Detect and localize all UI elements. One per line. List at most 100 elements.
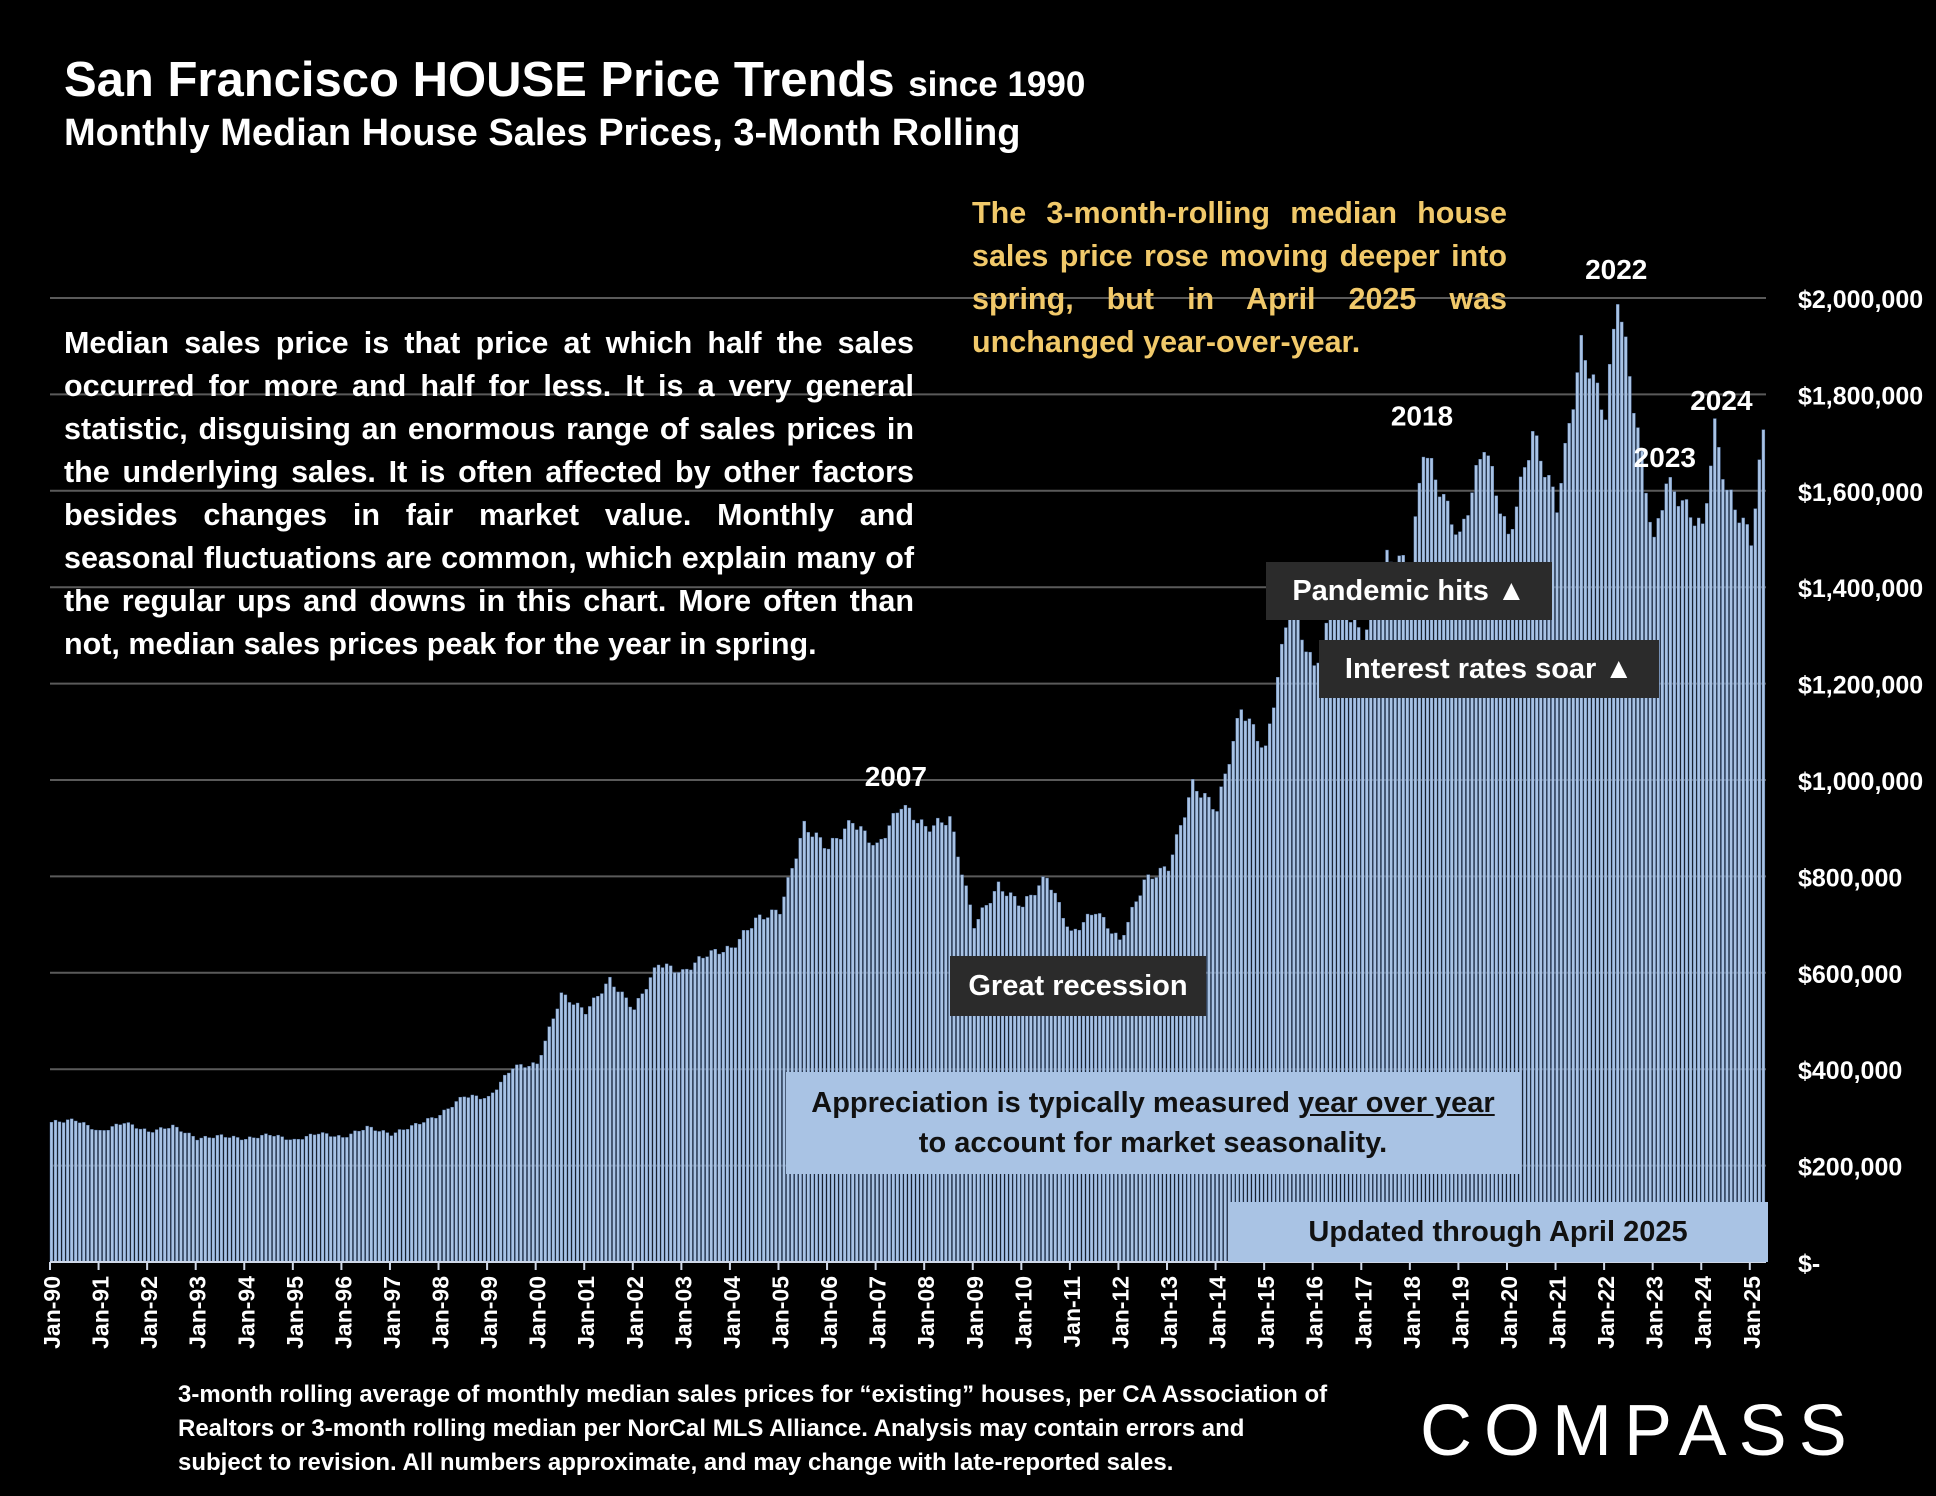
x-tick-label: Jan-11 <box>1059 1276 1085 1348</box>
price-bar <box>1227 764 1231 1263</box>
price-bar <box>353 1130 357 1263</box>
price-bar <box>547 1026 551 1263</box>
price-bar <box>523 1067 527 1263</box>
price-bar <box>826 848 831 1263</box>
price-bar <box>640 993 645 1263</box>
price-bar <box>490 1092 495 1263</box>
annotation-2022: 2022 <box>1585 254 1647 285</box>
price-bar <box>879 838 883 1263</box>
price-bar <box>503 1074 507 1263</box>
price-bar <box>1211 809 1215 1263</box>
price-bar <box>1644 492 1648 1263</box>
price-bar <box>919 819 924 1263</box>
price-bar <box>349 1133 353 1263</box>
price-bar <box>1231 741 1235 1263</box>
price-bar <box>203 1135 207 1263</box>
x-tick-label: Jan-20 <box>1496 1276 1522 1349</box>
price-bar <box>616 991 620 1263</box>
price-bar <box>86 1124 90 1263</box>
price-bar <box>1668 477 1672 1263</box>
price-bar <box>830 837 835 1263</box>
price-bar <box>895 812 899 1263</box>
price-bar <box>1146 874 1150 1263</box>
price-bar <box>369 1126 373 1263</box>
price-bar <box>1267 723 1272 1263</box>
x-tick-label: Jan-19 <box>1447 1276 1473 1349</box>
price-bar <box>494 1089 499 1263</box>
price-bar <box>871 845 875 1263</box>
price-bar <box>940 822 944 1263</box>
price-bar <box>118 1124 122 1263</box>
appreciation-underlined: year over year <box>1298 1087 1495 1119</box>
price-bar <box>1199 797 1203 1263</box>
price-bar <box>499 1081 503 1263</box>
price-bar <box>782 896 786 1263</box>
price-bar <box>333 1136 337 1263</box>
price-bar <box>1207 796 1211 1263</box>
price-bar <box>891 813 895 1263</box>
price-bar <box>709 950 713 1263</box>
y-tick-label: $- <box>1798 1250 1820 1278</box>
price-bar <box>944 825 948 1263</box>
price-bar <box>652 967 657 1263</box>
annotation-2023: 2023 <box>1634 442 1696 473</box>
price-bar <box>693 962 697 1263</box>
price-bar <box>122 1123 126 1263</box>
price-bar <box>669 965 673 1263</box>
price-bar <box>563 994 568 1263</box>
price-bar <box>240 1139 244 1263</box>
price-bar <box>211 1137 215 1263</box>
price-bar <box>1263 745 1268 1263</box>
price-bar <box>296 1139 300 1263</box>
price-bar <box>252 1137 256 1263</box>
price-bar <box>1620 321 1624 1263</box>
price-bar <box>361 1129 365 1263</box>
price-bar <box>1680 500 1685 1263</box>
price-bar <box>1757 459 1762 1263</box>
price-bar <box>478 1098 483 1263</box>
x-tick-label: Jan-06 <box>816 1276 842 1349</box>
y-tick-label: $800,000 <box>1798 864 1902 892</box>
price-bar <box>1676 506 1681 1263</box>
y-tick-label: $1,000,000 <box>1798 768 1923 796</box>
price-bar <box>466 1097 470 1263</box>
price-bar <box>721 952 725 1263</box>
price-bar <box>855 829 859 1263</box>
price-bar <box>729 947 734 1263</box>
price-bar <box>1612 328 1616 1263</box>
price-bar <box>656 964 661 1263</box>
price-bar <box>778 913 782 1263</box>
price-bar <box>345 1137 349 1263</box>
price-bar <box>1684 499 1689 1263</box>
price-bar <box>405 1129 410 1263</box>
title-suffix: since 1990 <box>908 65 1086 104</box>
price-bar <box>1559 483 1563 1263</box>
price-bar <box>1276 677 1280 1263</box>
x-tick-label: Jan-18 <box>1399 1276 1425 1349</box>
price-bar <box>1203 793 1207 1263</box>
price-bar <box>223 1137 228 1263</box>
price-bar <box>276 1134 280 1263</box>
price-bar <box>82 1122 86 1263</box>
x-tick-label: Jan-92 <box>136 1276 162 1349</box>
price-bar <box>604 983 608 1263</box>
price-bar <box>260 1135 264 1263</box>
x-tick-label: Jan-23 <box>1642 1276 1668 1349</box>
price-bar <box>1571 409 1575 1263</box>
price-bar <box>264 1133 268 1263</box>
price-bar <box>418 1123 422 1263</box>
appreciation-text: Appreciation is typically measured <box>811 1087 1298 1119</box>
price-bar <box>308 1133 313 1263</box>
price-bar <box>960 874 964 1263</box>
price-bar <box>1239 709 1243 1263</box>
y-tick-label: $2,000,000 <box>1798 286 1923 314</box>
price-bar <box>381 1130 385 1263</box>
price-bar <box>1705 503 1709 1263</box>
price-bar <box>126 1122 131 1263</box>
price-bar <box>163 1128 167 1263</box>
price-bar <box>102 1130 106 1263</box>
y-tick-label: $1,200,000 <box>1798 672 1923 700</box>
price-bar <box>94 1129 98 1263</box>
price-bar <box>907 807 912 1263</box>
price-bar <box>167 1128 171 1263</box>
